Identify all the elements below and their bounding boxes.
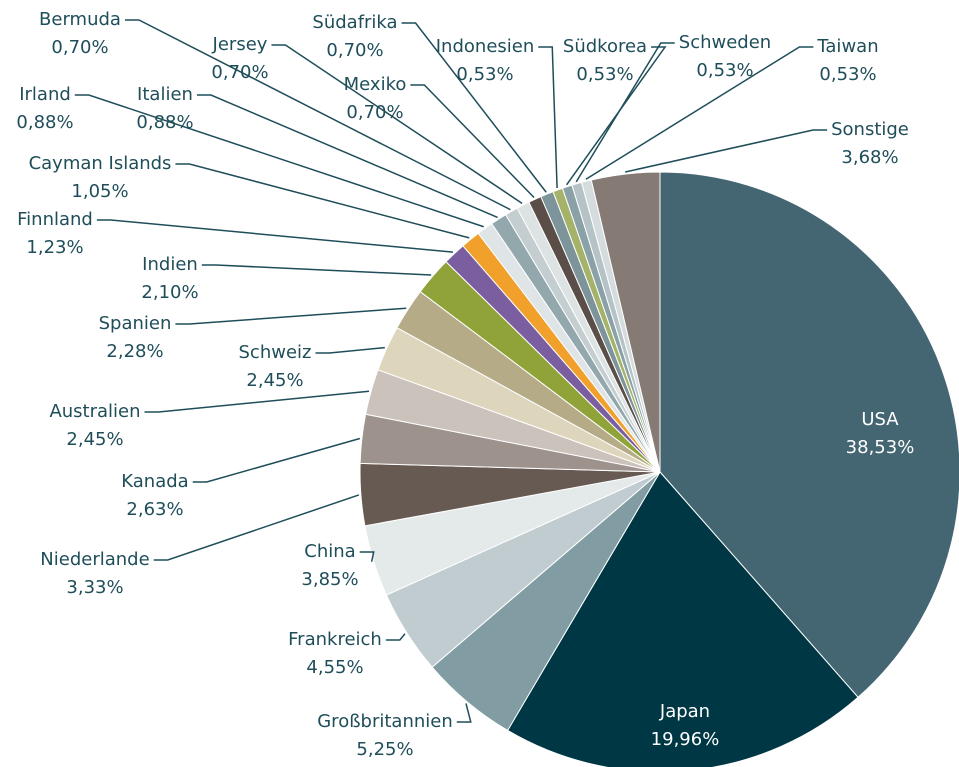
slice-label: Jersey	[212, 34, 268, 55]
leader-line	[315, 346, 385, 354]
slice-value-label: 19,96%	[651, 729, 720, 750]
slice-value-label: 3,68%	[841, 147, 898, 168]
slice-value-label: 2,63%	[126, 499, 183, 520]
slice-label: Italien	[137, 84, 193, 105]
leader-line	[196, 94, 498, 219]
leader-line	[359, 551, 375, 562]
leader-line	[271, 44, 523, 204]
leader-line	[175, 163, 470, 239]
slice-label: Südkorea	[563, 36, 647, 57]
slice-label: Niederlande	[40, 549, 149, 570]
slice-label: Irland	[19, 84, 71, 105]
leader-line	[74, 94, 484, 228]
slice-value-label: 2,45%	[246, 370, 303, 391]
slice-value-label: 3,85%	[301, 569, 358, 590]
slice-value-label: 2,28%	[106, 341, 163, 362]
slice-value-label: 0,70%	[346, 102, 403, 123]
leader-line	[625, 129, 828, 173]
leader-line	[124, 19, 511, 211]
slice-value-label: 0,53%	[576, 64, 633, 85]
slice-value-label: 2,45%	[66, 429, 123, 450]
pie-slice	[506, 471, 859, 767]
slice-label: Kanada	[121, 471, 188, 492]
leader-line	[456, 703, 472, 723]
pie-slice	[659, 171, 959, 699]
slice-value-label: 0,53%	[819, 64, 876, 85]
slice-label: Taiwan	[816, 36, 878, 57]
slice-value-label: 3,33%	[66, 577, 123, 598]
slice-value-label: 2,10%	[141, 282, 198, 303]
slice-value-label: 4,55%	[306, 657, 363, 678]
slice-value-label: 0,88%	[136, 112, 193, 133]
leader-line	[565, 46, 667, 186]
slice-label: Schweden	[679, 32, 771, 53]
leader-line	[175, 307, 407, 325]
slice-value-label: 0,53%	[696, 60, 753, 81]
leader-line	[192, 437, 361, 483]
slice-value-label: 38,53%	[846, 437, 915, 458]
slice-value-label: 0,70%	[326, 40, 383, 61]
slice-label: Sonstige	[831, 119, 909, 140]
slice-value-label: 1,23%	[26, 237, 83, 258]
pie-slice	[590, 171, 661, 473]
leader-line	[201, 264, 432, 276]
slice-label: Schweiz	[239, 342, 312, 363]
slice-value-label: 1,05%	[71, 181, 128, 202]
slice-label: Spanien	[99, 313, 172, 334]
slice-value-label: 5,25%	[356, 739, 413, 760]
slice-label: Indonesien	[436, 36, 535, 57]
slice-label: Finnland	[17, 209, 93, 230]
slice-label: Bermuda	[39, 9, 121, 30]
leader-line	[401, 22, 547, 193]
leader-line	[153, 494, 360, 561]
slice-label: Großbritannien	[317, 711, 453, 732]
slice-label: Südafrika	[312, 12, 397, 33]
slice-label: Indien	[142, 254, 198, 275]
slice-label: Cayman Islands	[29, 153, 172, 174]
slice-value-label: 0,70%	[211, 62, 268, 83]
leader-line	[538, 46, 558, 189]
slice-label: USA	[861, 409, 899, 430]
leader-line	[385, 633, 406, 641]
leader-line	[410, 84, 535, 199]
leader-line	[96, 219, 454, 253]
leader-line	[144, 390, 370, 413]
slice-value-label: 0,70%	[51, 37, 108, 58]
slice-label: Australien	[49, 401, 140, 422]
slice-label: Mexiko	[344, 74, 407, 95]
leader-line	[585, 46, 814, 180]
slice-value-label: 0,53%	[456, 64, 513, 85]
slice-value-label: 0,88%	[16, 112, 73, 133]
leader-line	[575, 42, 675, 183]
slice-label: Japan	[659, 701, 710, 722]
slice-label: China	[304, 541, 355, 562]
slice-label: Frankreich	[288, 629, 382, 650]
